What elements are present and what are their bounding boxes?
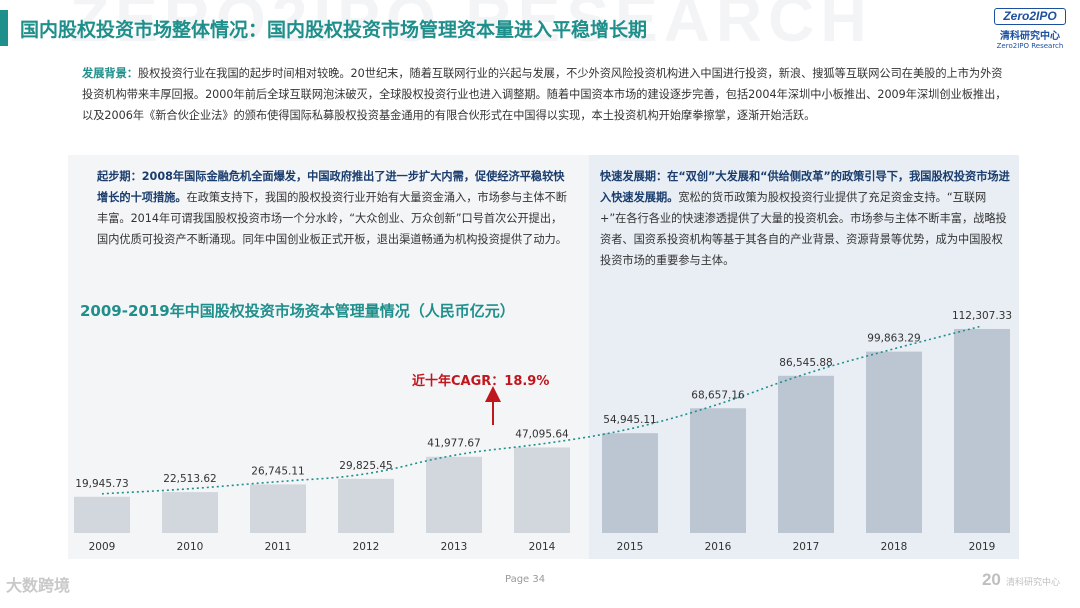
value-label-2013: 41,977.67 <box>427 438 480 450</box>
year-label-2016: 2016 <box>705 541 732 553</box>
value-label-2019: 112,307.33 <box>952 310 1012 322</box>
value-label-2014: 47,095.64 <box>515 428 569 440</box>
footer-brand: 大数跨境 <box>6 576 71 595</box>
footer-logo: 20 清科研究中心 <box>982 570 1060 590</box>
zero2ipo-logo: Zero2IPO 清科研究中心 Zero2IPO Research <box>994 8 1066 50</box>
bar-2016 <box>690 408 746 533</box>
year-label-2012: 2012 <box>353 541 380 553</box>
early-stage-text: 在政策支持下，我国的股权投资行业开始有大量资金涌入，市场参与主体不断丰富。201… <box>97 191 567 246</box>
logo-en-text: Zero2IPO Research <box>996 42 1064 50</box>
chart-title: 2009-2019年中国股权投资市场资本管理量情况（人民币亿元） <box>80 302 515 320</box>
bar-2015 <box>602 433 658 533</box>
page-title: 国内股权投资市场整体情况：国内股权投资市场管理资本量进入平稳增长期 <box>20 19 648 41</box>
year-label-2019: 2019 <box>969 541 996 553</box>
value-label-2015: 54,945.11 <box>603 414 656 426</box>
value-label-2012: 29,825.45 <box>339 460 392 472</box>
bar-2011 <box>250 484 306 533</box>
early-stage-panel <box>68 155 589 559</box>
background-lead: 发展背景： <box>82 67 138 80</box>
year-label-2013: 2013 <box>441 541 468 553</box>
year-label-2015: 2015 <box>617 541 644 553</box>
early-stage-lead: 起步期：2008年国际金融危机全面爆发，中国政府推出了进一步扩大内需，促使经济平… <box>97 170 565 204</box>
value-label-2011: 26,745.11 <box>251 465 304 477</box>
value-label-2018: 99,863.29 <box>867 333 920 345</box>
year-label-2014: 2014 <box>529 541 556 553</box>
bar-2012 <box>338 478 394 533</box>
background-text: 股权投资行业在我国的起步时间相对较晚。20世纪末，随着互联网行业的兴起与发展，不… <box>82 67 1007 122</box>
value-label-2016: 68,657.16 <box>691 389 745 401</box>
year-label-2009: 2009 <box>89 541 116 553</box>
bar-2014 <box>514 447 570 533</box>
cagr-label: 近十年CAGR：18.9% <box>412 374 550 389</box>
year-label-2017: 2017 <box>793 541 820 553</box>
title-accent-bar <box>0 10 8 46</box>
value-label-2017: 86,545.88 <box>779 357 832 369</box>
bar-2009 <box>74 496 130 533</box>
logo-brand: Zero2IPO <box>994 8 1066 25</box>
year-label-2010: 2010 <box>177 541 204 553</box>
bar-2019 <box>954 328 1010 533</box>
page-number: Page 34 <box>505 574 546 585</box>
value-label-2009: 19,945.73 <box>75 478 128 490</box>
bar-2018 <box>866 351 922 533</box>
footer-logo-text: 清科研究中心 <box>1005 578 1060 588</box>
bar-2010 <box>162 492 218 533</box>
fast-stage-text: 宽松的货币政策为股权投资行业提供了充足资金支持。“互联网+”在各行各业的快速渗透… <box>600 191 1007 267</box>
fast-stage-paragraph: 快速发展期：在“双创”大发展和“供给侧改革”的政策引导下，我国股权投资市场进入快… <box>600 166 1010 271</box>
footer-logo-number: 20 <box>981 570 1001 589</box>
year-label-2011: 2011 <box>265 541 292 553</box>
watermark-text: ZERO2IPO RESEARCH <box>70 0 873 55</box>
early-stage-paragraph: 起步期：2008年国际金融危机全面爆发，中国政府推出了进一步扩大内需，促使经济平… <box>97 166 571 250</box>
background-paragraph: 发展背景：股权投资行业在我国的起步时间相对较晚。20世纪末，随着互联网行业的兴起… <box>82 63 1012 126</box>
year-label-2018: 2018 <box>881 541 908 553</box>
bar-2013 <box>426 456 482 533</box>
value-label-2010: 22,513.62 <box>163 473 216 485</box>
bar-2017 <box>778 375 834 533</box>
logo-cn-text: 清科研究中心 <box>1000 31 1060 42</box>
fast-stage-lead: 快速发展期：在“双创”大发展和“供给侧改革”的政策引导下，我国股权投资市场进入快… <box>600 170 1010 204</box>
